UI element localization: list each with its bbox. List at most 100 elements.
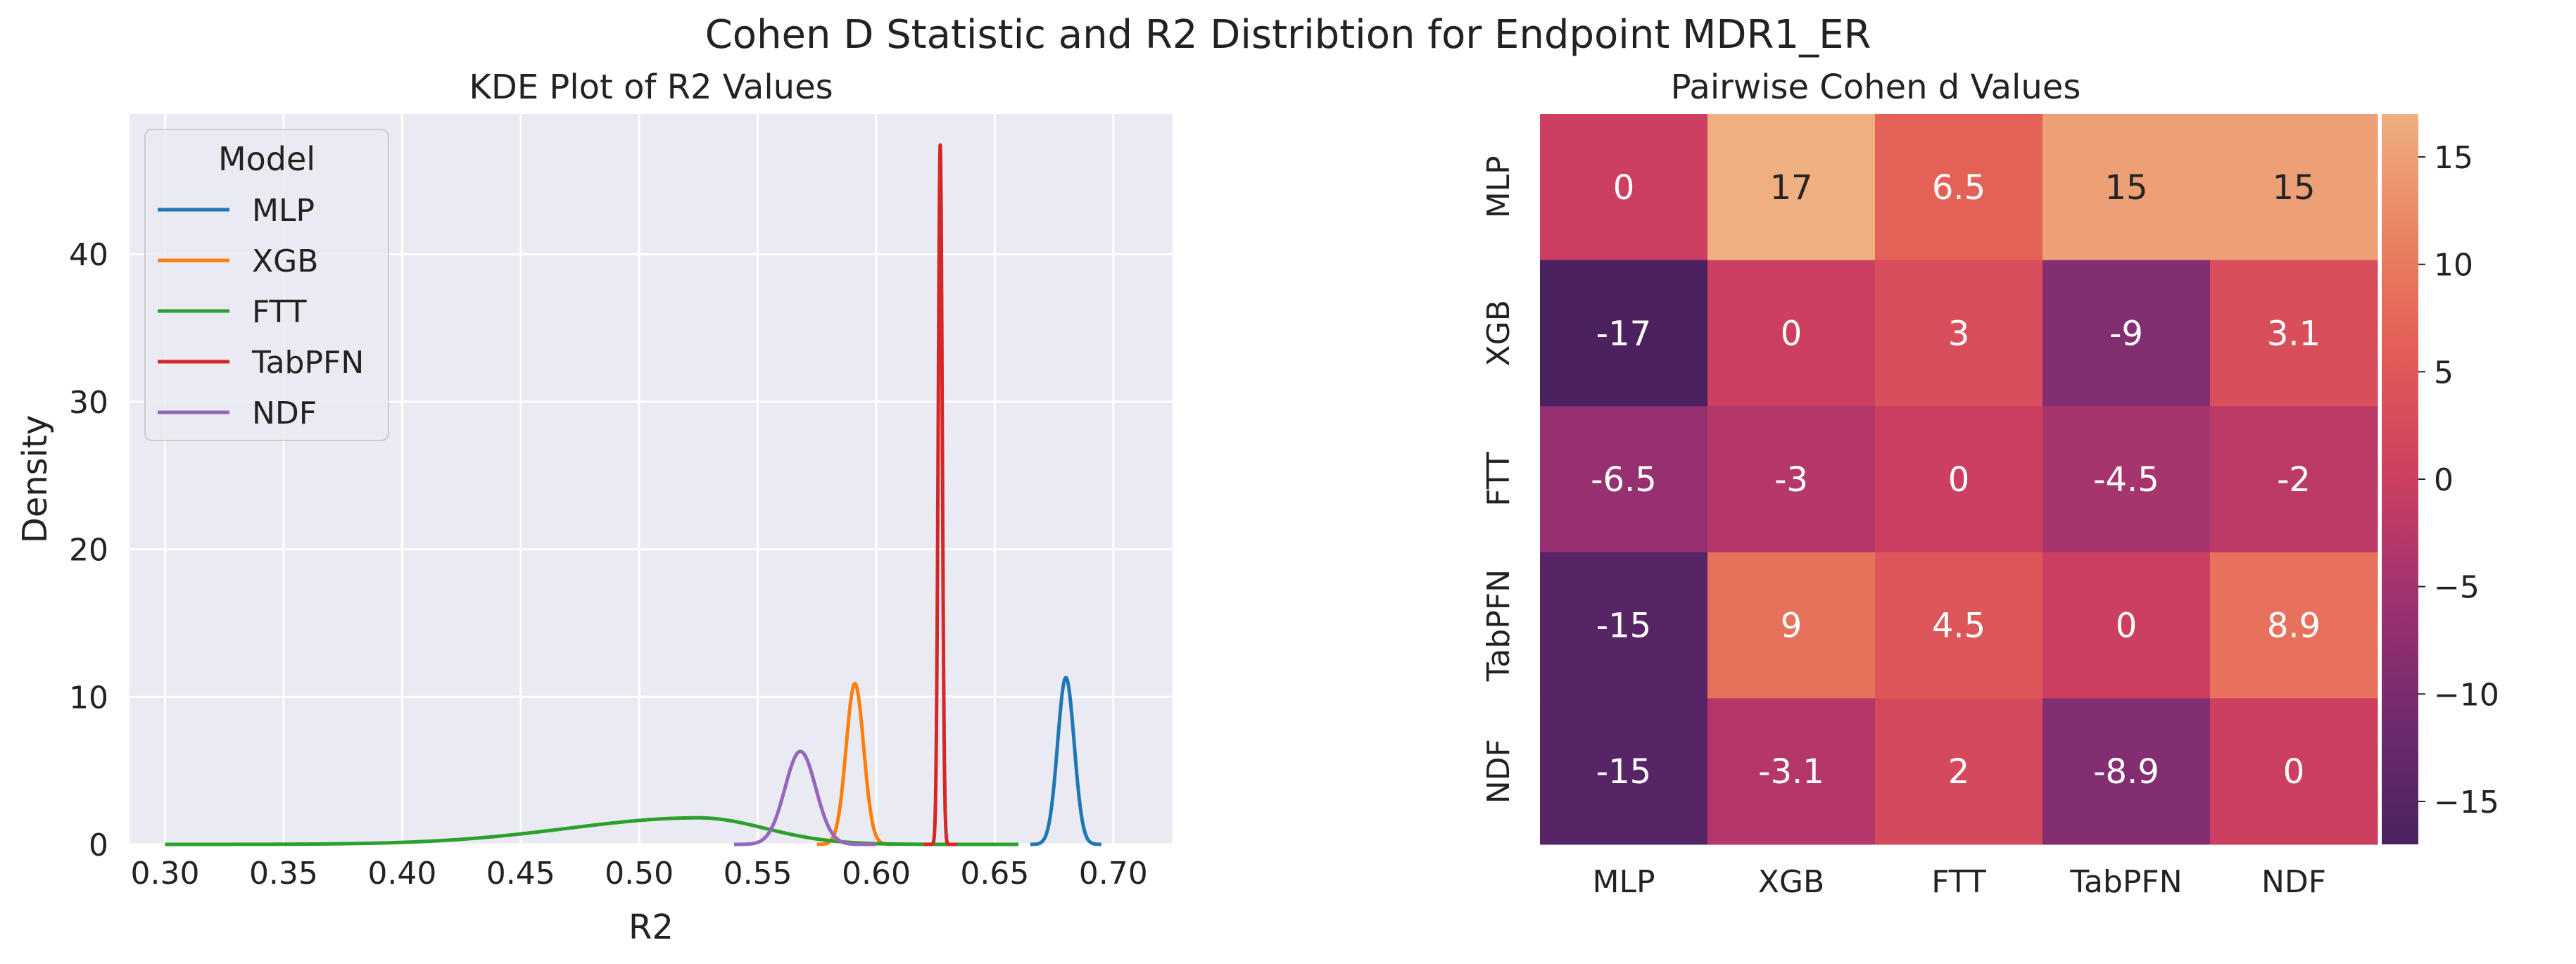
heatmap-cell bbox=[2043, 260, 2211, 407]
heatmap-row-label: XGB bbox=[1481, 300, 1517, 366]
heatmap-cell bbox=[2043, 114, 2211, 261]
heatmap-cell bbox=[1540, 406, 1708, 553]
heatmap-cell-label: -9 bbox=[2109, 314, 2143, 353]
heatmap-cell-label: -4.5 bbox=[2093, 460, 2159, 500]
heatmap-cell bbox=[1540, 552, 1708, 699]
heatmap-cell-label: 0 bbox=[2116, 607, 2138, 646]
colorbar-tick-label: 15 bbox=[2434, 140, 2473, 176]
colorbar-tick-label: 10 bbox=[2434, 248, 2473, 284]
heatmap-cell-label: 0 bbox=[1948, 460, 1970, 500]
kde-x-tick-label: 0.65 bbox=[960, 856, 1029, 892]
heatmap-cell-label: 3.1 bbox=[2267, 314, 2321, 353]
kde-x-tick-label: 0.30 bbox=[131, 856, 200, 892]
heatmap-cell bbox=[2043, 406, 2211, 553]
kde-x-tick-label: 0.50 bbox=[605, 856, 674, 892]
heatmap-cell bbox=[1540, 698, 1708, 845]
heatmap-cell-label: 9 bbox=[1781, 607, 1802, 646]
kde-x-tick-label: 0.35 bbox=[249, 856, 318, 892]
heatmap-cell bbox=[1540, 260, 1708, 407]
legend-label-xgb: XGB bbox=[252, 243, 318, 279]
heatmap-row-label: MLP bbox=[1481, 156, 1517, 218]
kde-curve-ndf bbox=[732, 749, 878, 846]
heatmap-cell bbox=[1707, 114, 1876, 261]
kde-x-tick-label: 0.70 bbox=[1079, 856, 1148, 892]
kde-x-tick-label: 0.60 bbox=[842, 856, 911, 892]
heatmap-cell-label: 3 bbox=[1948, 314, 1970, 353]
kde-legend: Model MLP XGB FTT TabPFN NDF bbox=[144, 129, 389, 441]
heatmap-cell-label: -6.5 bbox=[1591, 460, 1657, 500]
kde-x-axis-label: R2 bbox=[629, 908, 674, 947]
colorbar-ticks: 15 10 5 0 −5 −10 −15 bbox=[2418, 140, 2499, 820]
heatmap-cell bbox=[1875, 114, 2043, 261]
heatmap-cell-label: 4.5 bbox=[1932, 607, 1985, 646]
heatmap-cell-label: -8.9 bbox=[2093, 752, 2159, 792]
heatmap-cell-label: 0 bbox=[1613, 168, 1635, 208]
heatmap-cell bbox=[1875, 698, 2043, 845]
heatmap-cell-label: 0 bbox=[2283, 752, 2305, 792]
colorbar-tick-label: 0 bbox=[2434, 462, 2454, 498]
legend-label-tabpfn: TabPFN bbox=[251, 345, 364, 381]
heatmap-cell bbox=[2210, 698, 2378, 845]
colorbar-tick-label: −15 bbox=[2434, 785, 2499, 820]
kde-y-tick-labels: 0 10 20 30 40 bbox=[69, 237, 108, 863]
legend-label-ndf: NDF bbox=[252, 395, 317, 431]
kde-y-tick-label: 20 bbox=[69, 533, 108, 569]
heatmap-cell bbox=[2043, 698, 2211, 845]
heatmap-cell bbox=[1875, 260, 2043, 407]
heatmap-cell bbox=[2210, 114, 2378, 261]
legend-label-mlp: MLP bbox=[252, 193, 315, 229]
kde-curves bbox=[165, 143, 1104, 846]
colorbar-tick-label: −5 bbox=[2434, 570, 2480, 606]
heatmap-column-label: XGB bbox=[1758, 864, 1824, 900]
kde-x-tick-label: 0.40 bbox=[367, 856, 436, 892]
heatmap-row-label: NDF bbox=[1481, 739, 1517, 804]
kde-curve-tabpfn bbox=[921, 143, 959, 846]
heatmap-cell-label: 15 bbox=[2272, 168, 2315, 208]
heatmap-cell bbox=[1875, 552, 2043, 699]
heatmap-column-label: MLP bbox=[1592, 864, 1655, 900]
heatmap-cell-label: -3.1 bbox=[1758, 752, 1824, 792]
kde-legend-title: Model bbox=[218, 140, 315, 178]
kde-y-tick-label: 30 bbox=[69, 385, 108, 421]
heatmap-cell-label: 2 bbox=[1948, 752, 1970, 792]
heatmap-colorbar: 15 10 5 0 −5 −10 −15 bbox=[2382, 114, 2499, 844]
kde-y-tick-label: 40 bbox=[69, 237, 108, 273]
heatmap-title: Pairwise Cohen d Values bbox=[1671, 68, 2081, 107]
kde-x-tick-label: 0.55 bbox=[724, 856, 793, 892]
legend-label-ftt: FTT bbox=[252, 294, 307, 330]
heatmap-cell-label: 6.5 bbox=[1932, 168, 1985, 208]
heatmap-column-label: TabPFN bbox=[2069, 864, 2182, 900]
heatmap-cell bbox=[2043, 552, 2211, 699]
heatmap-cell bbox=[1707, 406, 1876, 553]
cohen-d-heatmap: Pairwise Cohen d Values 0 17 6.5 15 15 -17 0 3 -… bbox=[1481, 68, 2499, 900]
heatmap-cell bbox=[1540, 114, 1708, 261]
heatmap-cell bbox=[2210, 552, 2378, 699]
heatmap-cell-label: -17 bbox=[1596, 314, 1651, 353]
colorbar-tick-label: 5 bbox=[2434, 355, 2454, 391]
heatmap-row-label: FTT bbox=[1481, 452, 1517, 507]
heatmap-cell-label: -2 bbox=[2277, 460, 2311, 500]
heatmap-cell-label: -3 bbox=[1774, 460, 1808, 500]
heatmap-column-label: FTT bbox=[1931, 864, 1986, 900]
heatmap-cell-label: -15 bbox=[1596, 752, 1651, 792]
heatmap-cell bbox=[1875, 406, 2043, 553]
heatmap-row-labels: MLP XGB FTT TabPFN NDF bbox=[1481, 156, 1517, 804]
kde-title: KDE Plot of R2 Values bbox=[469, 68, 833, 107]
heatmap-cell bbox=[1707, 260, 1876, 407]
heatmap-cell bbox=[1707, 552, 1876, 699]
heatmap-cell-label: 0 bbox=[1781, 314, 1802, 353]
heatmap-column-label: NDF bbox=[2261, 864, 2326, 900]
heatmap-cells: 0 17 6.5 15 15 -17 0 3 -9 3.1 -6.5 -3 0 -4.5 -2 -15 9 4.5… bbox=[1540, 114, 2378, 845]
kde-legend-items: MLP XGB FTT TabPFN NDF bbox=[158, 193, 364, 431]
kde-y-axis-label: Density bbox=[15, 415, 55, 543]
heatmap-cell bbox=[2210, 260, 2378, 407]
heatmap-cell bbox=[1707, 698, 1876, 845]
heatmap-column-labels: MLP XGB FTT TabPFN NDF bbox=[1592, 864, 2326, 900]
colorbar-gradient bbox=[2382, 114, 2418, 844]
heatmap-cell-label: 15 bbox=[2104, 168, 2147, 208]
figure-title: Cohen D Statistic and R2 Distribtion for… bbox=[705, 12, 1871, 58]
kde-y-tick-label: 10 bbox=[69, 680, 108, 716]
kde-y-tick-label: 0 bbox=[89, 827, 108, 863]
heatmap-cell-label: -15 bbox=[1596, 607, 1651, 646]
